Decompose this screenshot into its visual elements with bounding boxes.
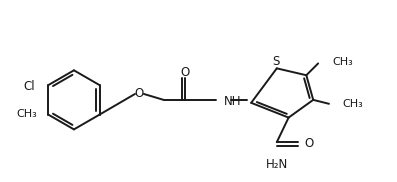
- Text: CH₃: CH₃: [17, 109, 37, 119]
- Text: O: O: [304, 137, 314, 150]
- Text: NH: NH: [224, 95, 241, 108]
- Text: Cl: Cl: [23, 80, 35, 93]
- Text: CH₃: CH₃: [343, 99, 364, 109]
- Text: CH₃: CH₃: [332, 58, 353, 68]
- Text: H₂N: H₂N: [266, 158, 288, 171]
- Text: O: O: [134, 88, 144, 100]
- Text: S: S: [272, 55, 279, 68]
- Text: O: O: [181, 66, 190, 79]
